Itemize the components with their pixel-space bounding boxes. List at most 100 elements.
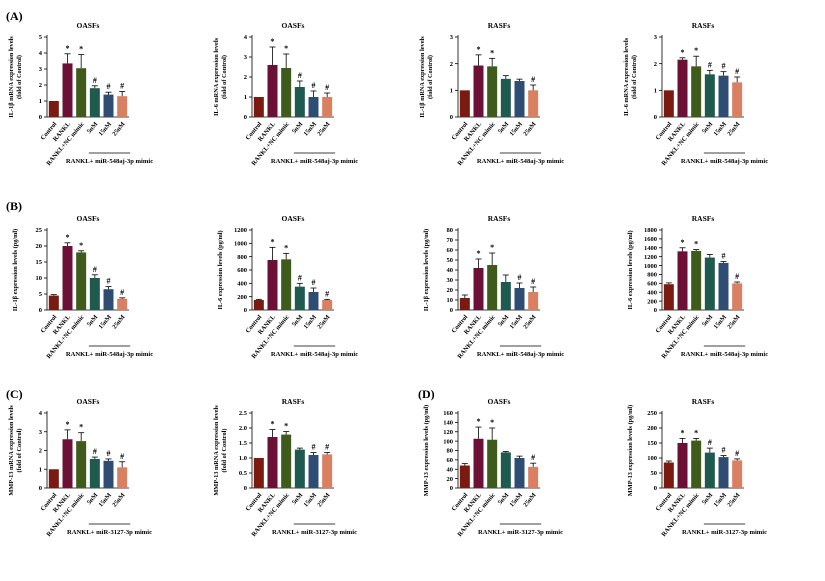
y-tick-label: 2 bbox=[244, 74, 247, 81]
significance-marker: * bbox=[271, 237, 275, 246]
y-tick-label: 1000 bbox=[644, 263, 657, 270]
y-tick-label: 3 bbox=[654, 34, 658, 41]
y-axis-label: (fold of Control) bbox=[221, 55, 228, 99]
y-tick-label: 10 bbox=[447, 297, 454, 304]
significance-marker: # bbox=[107, 449, 111, 458]
bar-25nm bbox=[528, 90, 539, 117]
y-tick-label: 0 bbox=[244, 114, 247, 121]
bar-rankl-nc-mimic bbox=[487, 439, 498, 488]
bar-5nm bbox=[89, 88, 100, 117]
y-tick-label: 2 bbox=[654, 61, 657, 68]
bar-rankl bbox=[267, 437, 278, 488]
significance-marker: # bbox=[312, 443, 316, 452]
bar-rankl bbox=[62, 63, 73, 117]
y-tick-label: 1 bbox=[244, 94, 247, 101]
significance-marker: * bbox=[66, 420, 70, 429]
y-tick-label: 0 bbox=[450, 114, 453, 121]
group-label: RANKL+ miR-548aj-3p mimic bbox=[477, 158, 564, 165]
y-tick-label: 250 bbox=[647, 410, 657, 417]
y-tick-label: 400 bbox=[237, 281, 247, 288]
significance-marker: # bbox=[531, 453, 535, 462]
y-axis-label: IL-1β mRNA expression levels bbox=[8, 36, 15, 118]
bar-control bbox=[459, 465, 470, 488]
y-tick-label: 5 bbox=[39, 34, 43, 41]
significance-marker: # bbox=[722, 252, 726, 261]
y-axis-label: IL-6 mRNA expression levels bbox=[213, 37, 220, 116]
y-tick-label: 800 bbox=[647, 272, 657, 279]
y-tick-label: 20 bbox=[36, 243, 43, 250]
y-tick-label: 1000 bbox=[234, 241, 247, 248]
panel-title: RASFs bbox=[488, 21, 511, 30]
y-axis-label: IL-6 expression levels (pg/ml) bbox=[627, 230, 634, 309]
bar-control bbox=[48, 295, 59, 310]
y-tick-label: 2.5 bbox=[239, 410, 248, 417]
y-tick-label: 3 bbox=[244, 54, 248, 61]
y-axis-label: (fold of Control) bbox=[16, 429, 23, 473]
x-tick-label-15nm: 15nM bbox=[97, 314, 113, 331]
panel-title: RASFs bbox=[282, 397, 305, 406]
y-tick-label: 0 bbox=[654, 307, 657, 314]
y-tick-label: 50 bbox=[651, 470, 658, 477]
x-tick-label-15nm: 15nM bbox=[712, 492, 728, 509]
y-tick-label: 200 bbox=[647, 425, 657, 432]
y-tick-label: 0.5 bbox=[239, 470, 248, 477]
significance-marker: * bbox=[284, 243, 288, 252]
x-tick-label-25nm: 25nM bbox=[522, 121, 538, 138]
group-label: RANKL+ miR-548aj-3p mimic bbox=[66, 158, 153, 165]
chart-panel-6: OASFs IL-6 expression levels (pg/ml) 0 200 4… bbox=[217, 214, 358, 360]
y-tick-label: 1.5 bbox=[239, 440, 248, 447]
significance-marker: # bbox=[325, 443, 329, 452]
bar-15nm bbox=[514, 458, 525, 488]
significance-marker: # bbox=[531, 277, 535, 286]
chart-panel-8: RASFs IL-6 expression levels (pg/ml) 0 200 4… bbox=[627, 214, 768, 360]
x-tick-label-15nm: 15nM bbox=[302, 492, 318, 509]
group-label: RANKL+ miR-548aj-3p mimic bbox=[66, 351, 153, 358]
y-tick-label: 600 bbox=[647, 281, 657, 288]
bar-rankl-nc-mimic bbox=[281, 434, 292, 488]
y-tick-label: 4 bbox=[39, 50, 43, 57]
y-tick-label: 160 bbox=[443, 410, 453, 417]
y-tick-label: 1 bbox=[654, 88, 657, 95]
chart-panel-12: RASFs MMP-13 expression levels (pg/ml) 0 50… bbox=[627, 397, 767, 538]
bar-5nm bbox=[294, 286, 305, 310]
significance-marker: # bbox=[298, 71, 302, 80]
bar-25nm bbox=[322, 300, 333, 310]
bar-rankl bbox=[267, 260, 278, 310]
x-tick-label-15nm: 15nM bbox=[508, 492, 524, 509]
bar-5nm bbox=[294, 87, 305, 117]
row-label-c: (C) bbox=[6, 387, 23, 401]
bar-control bbox=[253, 97, 264, 117]
significance-marker: # bbox=[298, 273, 302, 282]
y-tick-label: 4 bbox=[244, 34, 248, 41]
significance-marker: * bbox=[284, 44, 288, 53]
significance-marker: * bbox=[79, 241, 83, 250]
y-tick-label: 25 bbox=[36, 227, 43, 234]
y-axis-label: (fold of Control) bbox=[16, 55, 23, 99]
y-tick-label: 1400 bbox=[644, 245, 657, 252]
y-tick-label: 3 bbox=[39, 429, 43, 436]
significance-marker: * bbox=[271, 420, 275, 429]
x-tick-label-25nm: 25nM bbox=[726, 121, 742, 138]
x-tick-label-25nm: 25nM bbox=[316, 121, 332, 138]
y-axis-label: IL-1β mRNA expression levels bbox=[419, 36, 426, 118]
y-tick-label: 800 bbox=[237, 254, 247, 261]
bar-5nm bbox=[704, 257, 715, 310]
significance-marker: * bbox=[694, 429, 698, 438]
panel-title: OASFs bbox=[488, 397, 511, 406]
significance-marker: # bbox=[735, 272, 739, 281]
bar-rankl bbox=[267, 65, 278, 117]
panel-title: RASFs bbox=[692, 214, 715, 223]
bar-5nm bbox=[500, 452, 511, 488]
significance-marker: # bbox=[93, 76, 97, 85]
significance-marker: # bbox=[312, 278, 316, 287]
y-tick-label: 2 bbox=[39, 82, 42, 89]
chart-panel-10: RASFs MMP-13 mRNA expression levels (fold … bbox=[213, 397, 357, 538]
chart-panel-4: RASFs IL-6 mRNA expression levels (fold of… bbox=[623, 21, 768, 167]
bar-5nm bbox=[500, 78, 511, 117]
bar-15nm bbox=[514, 81, 525, 117]
x-tick-label-15nm: 15nM bbox=[97, 492, 113, 509]
y-tick-label: 1200 bbox=[234, 227, 247, 234]
significance-marker: # bbox=[93, 265, 97, 274]
bar-control bbox=[253, 300, 264, 310]
significance-marker: * bbox=[79, 423, 83, 432]
